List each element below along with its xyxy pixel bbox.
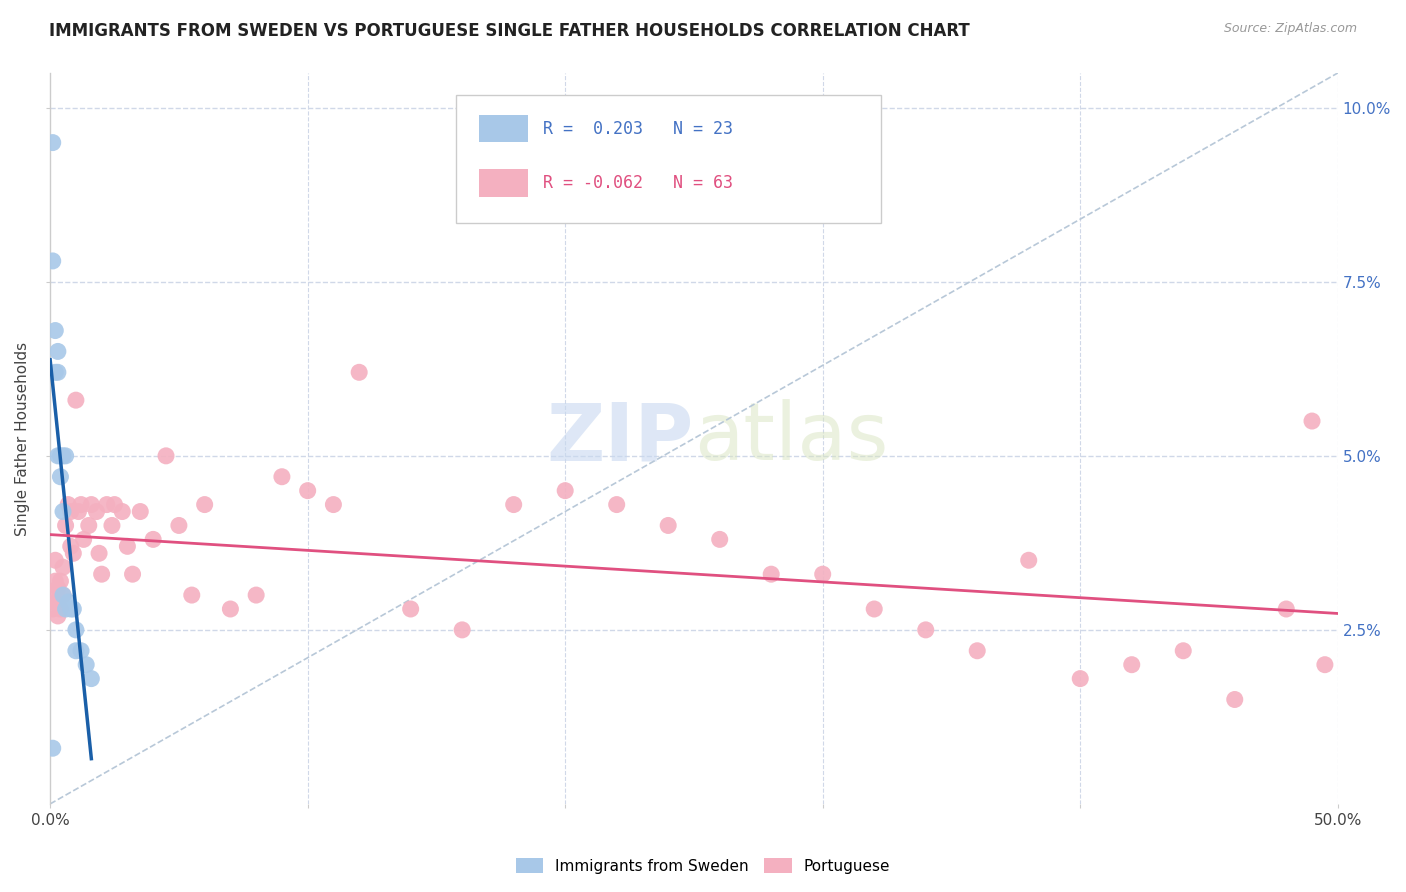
Point — [155, 449, 177, 463]
Point — [761, 567, 783, 582]
Point — [44, 324, 66, 338]
Text: R =  0.203   N = 23: R = 0.203 N = 23 — [543, 120, 734, 137]
Point — [121, 567, 143, 582]
Point — [52, 588, 75, 602]
Point — [1069, 672, 1091, 686]
Point — [1301, 414, 1323, 428]
Point — [167, 518, 190, 533]
Point — [103, 498, 125, 512]
Point — [49, 449, 72, 463]
Point — [59, 539, 82, 553]
Point — [914, 623, 936, 637]
Text: ZIP: ZIP — [547, 400, 695, 477]
Point — [41, 588, 63, 602]
Point — [101, 518, 124, 533]
Point — [72, 533, 94, 547]
Point — [67, 504, 90, 518]
Point — [322, 498, 344, 512]
Point — [271, 469, 294, 483]
Point — [41, 254, 63, 268]
Point — [52, 588, 75, 602]
Point — [46, 609, 69, 624]
Point — [709, 533, 731, 547]
Point — [41, 741, 63, 756]
Point — [657, 518, 679, 533]
Point — [1121, 657, 1143, 672]
Point — [44, 553, 66, 567]
Point — [59, 504, 82, 518]
Point — [65, 393, 87, 408]
Point — [46, 365, 69, 379]
Point — [70, 644, 93, 658]
Point — [52, 504, 75, 518]
Point — [142, 533, 165, 547]
Point — [62, 546, 84, 560]
Point — [96, 498, 118, 512]
Point — [1275, 602, 1298, 616]
Point — [55, 518, 77, 533]
Point — [46, 581, 69, 595]
Point — [219, 602, 242, 616]
Point — [55, 449, 77, 463]
Point — [966, 644, 988, 658]
Text: atlas: atlas — [695, 400, 889, 477]
Point — [811, 567, 834, 582]
Text: IMMIGRANTS FROM SWEDEN VS PORTUGUESE SINGLE FATHER HOUSEHOLDS CORRELATION CHART: IMMIGRANTS FROM SWEDEN VS PORTUGUESE SIN… — [49, 22, 970, 40]
Point — [49, 574, 72, 589]
Point — [55, 602, 77, 616]
Point — [129, 504, 152, 518]
Point — [49, 602, 72, 616]
Point — [1313, 657, 1336, 672]
Bar — [479, 115, 527, 143]
Point — [111, 504, 134, 518]
Point — [80, 672, 103, 686]
Point — [297, 483, 319, 498]
Point — [52, 449, 75, 463]
Text: Source: ZipAtlas.com: Source: ZipAtlas.com — [1223, 22, 1357, 36]
Point — [46, 344, 69, 359]
Point — [194, 498, 217, 512]
Point — [399, 602, 422, 616]
Y-axis label: Single Father Households: Single Father Households — [15, 342, 30, 535]
Point — [180, 588, 202, 602]
Point — [44, 595, 66, 609]
Point — [65, 623, 87, 637]
Point — [502, 498, 524, 512]
Point — [46, 449, 69, 463]
Point — [52, 560, 75, 574]
Point — [41, 602, 63, 616]
Point — [347, 365, 370, 379]
Text: R = -0.062   N = 63: R = -0.062 N = 63 — [543, 174, 734, 192]
Point — [44, 574, 66, 589]
Point — [1223, 692, 1246, 706]
Point — [41, 136, 63, 150]
Point — [56, 498, 79, 512]
Point — [554, 483, 576, 498]
Point — [62, 602, 84, 616]
Point — [44, 365, 66, 379]
Point — [1018, 553, 1040, 567]
Point — [451, 623, 474, 637]
Point — [77, 518, 100, 533]
Point — [606, 498, 628, 512]
Point — [56, 595, 79, 609]
Point — [65, 644, 87, 658]
Point — [80, 498, 103, 512]
FancyBboxPatch shape — [456, 95, 880, 223]
Point — [863, 602, 886, 616]
Point — [75, 657, 97, 672]
Point — [90, 567, 112, 582]
Point — [49, 469, 72, 483]
Legend: Immigrants from Sweden, Portuguese: Immigrants from Sweden, Portuguese — [509, 852, 897, 880]
Point — [245, 588, 267, 602]
Point — [87, 546, 110, 560]
Point — [70, 498, 93, 512]
Point — [59, 602, 82, 616]
Point — [117, 539, 139, 553]
Point — [1173, 644, 1195, 658]
Bar — [479, 169, 527, 197]
Point — [86, 504, 108, 518]
